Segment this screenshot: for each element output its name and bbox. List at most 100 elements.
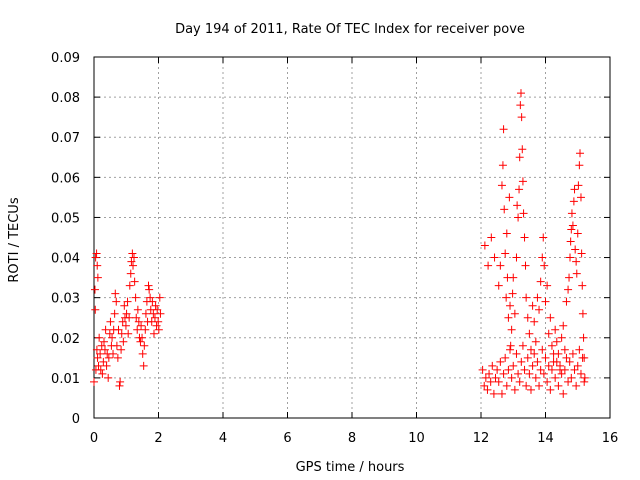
data-point (573, 361, 582, 370)
data-point (564, 285, 573, 294)
x-axis-label: GPS time / hours (296, 460, 405, 475)
data-point (526, 385, 535, 394)
data-point (502, 381, 511, 390)
data-point (112, 341, 121, 350)
data-point (109, 349, 118, 358)
data-point (562, 297, 571, 306)
data-point (121, 321, 130, 330)
data-point (521, 261, 530, 270)
chart-title: Day 194 of 2011, Rate Of TEC Index for r… (175, 22, 525, 37)
data-point (578, 309, 587, 318)
data-point (580, 373, 589, 382)
data-point (137, 321, 146, 330)
data-point (504, 313, 513, 322)
data-point (516, 101, 525, 110)
data-point (544, 329, 553, 338)
data-point (92, 249, 101, 258)
data-point (540, 261, 549, 270)
data-point (489, 389, 498, 398)
data-point (502, 229, 511, 238)
data-point (483, 385, 492, 394)
data-point (515, 377, 524, 386)
data-point (118, 317, 127, 326)
data-point (94, 361, 103, 370)
x-tick-label: 12 (473, 431, 490, 446)
data-point (493, 365, 502, 374)
data-point (97, 341, 106, 350)
data-point (112, 297, 121, 306)
data-point (568, 349, 577, 358)
data-point (552, 337, 561, 346)
data-point (564, 377, 573, 386)
data-point (557, 369, 566, 378)
data-point (535, 381, 544, 390)
data-point (546, 385, 555, 394)
data-point (91, 305, 100, 314)
x-tick-label: 2 (154, 431, 162, 446)
data-point (520, 365, 529, 374)
y-tick-label: 0.05 (51, 211, 80, 226)
data-point (522, 293, 531, 302)
data-point (536, 277, 545, 286)
data-point (533, 357, 542, 366)
data-point (552, 357, 561, 366)
data-point (91, 253, 100, 262)
data-point (507, 373, 516, 382)
data-point (138, 333, 147, 342)
data-point (115, 381, 124, 390)
y-tick-label: 0.02 (51, 332, 80, 347)
data-point (506, 345, 515, 354)
x-tick-label: 14 (537, 431, 554, 446)
data-point (519, 209, 528, 218)
data-point (543, 281, 552, 290)
data-point (543, 377, 552, 386)
data-point (530, 349, 539, 358)
data-point (565, 357, 574, 366)
data-point (579, 333, 588, 342)
y-tick-label: 0.01 (51, 372, 80, 387)
data-point (148, 297, 157, 306)
data-point (539, 369, 548, 378)
data-point (518, 177, 527, 186)
data-point (580, 377, 589, 386)
data-point (526, 345, 535, 354)
data-point (480, 381, 489, 390)
data-point (99, 357, 108, 366)
data-point (139, 361, 148, 370)
data-point (538, 253, 547, 262)
data-point (556, 361, 565, 370)
data-point (528, 301, 537, 310)
data-point (120, 301, 129, 310)
data-point (535, 305, 544, 314)
data-point (480, 241, 489, 250)
data-point (557, 333, 566, 342)
data-point (574, 181, 583, 190)
data-point (547, 365, 556, 374)
data-point (566, 253, 575, 262)
data-point (544, 361, 553, 370)
data-point (95, 333, 104, 342)
data-point (569, 197, 578, 206)
data-point (497, 389, 506, 398)
data-point (525, 329, 534, 338)
data-point (131, 293, 140, 302)
data-point (133, 325, 142, 334)
y-tick-label: 0.03 (51, 292, 80, 307)
data-point (93, 261, 102, 270)
data-point (517, 113, 526, 122)
data-point (123, 297, 132, 306)
data-point (562, 353, 571, 362)
data-point (133, 305, 142, 314)
data-point (108, 333, 117, 342)
data-point (146, 293, 155, 302)
data-point (578, 353, 587, 362)
data-point (490, 253, 499, 262)
data-point (514, 213, 523, 222)
data-point (119, 337, 128, 346)
data-point (499, 125, 508, 134)
data-point (551, 325, 560, 334)
data-point (129, 261, 138, 270)
data-point (528, 361, 537, 370)
data-point (560, 365, 569, 374)
data-point (102, 361, 111, 370)
